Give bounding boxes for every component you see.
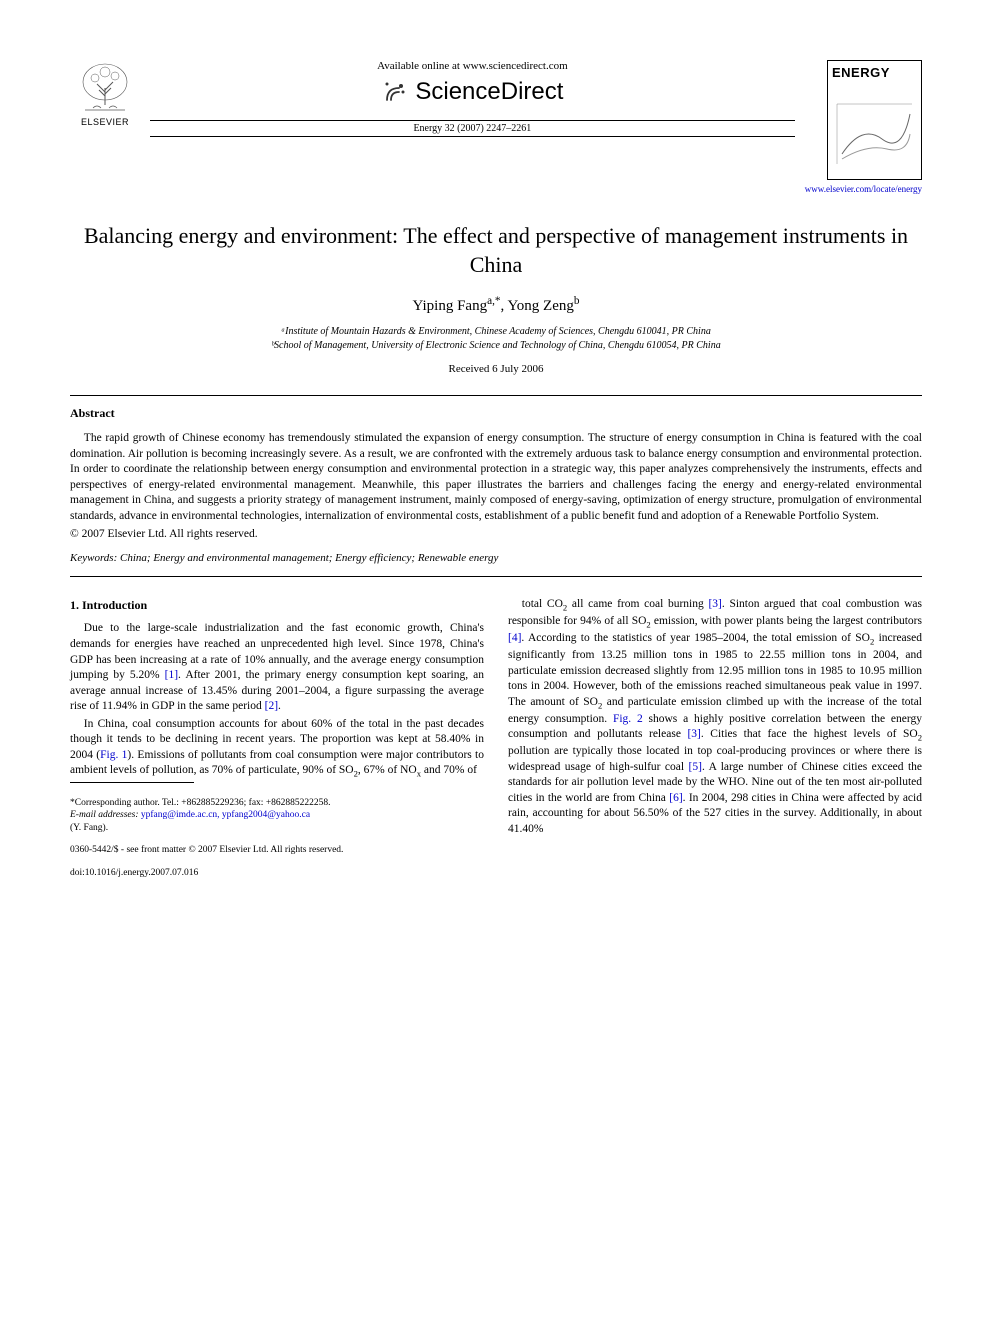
sciencedirect-icon — [381, 78, 409, 106]
fig-link-1[interactable]: Fig. 1 — [100, 749, 127, 761]
abstract-copyright: © 2007 Elsevier Ltd. All rights reserved… — [70, 528, 922, 540]
affiliations: ᵃInstitute of Mountain Hazards & Environ… — [70, 325, 922, 353]
affiliation-a: ᵃInstitute of Mountain Hazards & Environ… — [70, 325, 922, 339]
keywords-label: Keywords: — [70, 552, 117, 564]
journal-url-link[interactable]: www.elsevier.com/locate/energy — [805, 184, 922, 194]
fig-link-2[interactable]: Fig. 2 — [613, 713, 643, 725]
sciencedirect-text: ScienceDirect — [415, 78, 563, 106]
email-link[interactable]: ypfang@imde.ac.cn, ypfang2004@yahoo.ca — [141, 810, 310, 820]
abstract-bottom-rule — [70, 576, 922, 577]
ref-link-4[interactable]: [4] — [508, 632, 521, 644]
sciencedirect-logo: ScienceDirect — [150, 78, 795, 106]
abstract-text: The rapid growth of Chinese economy has … — [70, 431, 922, 524]
center-header: Available online at www.sciencedirect.co… — [140, 60, 805, 139]
authors: Yiping Fanga,*, Yong Zengb — [70, 295, 922, 315]
journal-cover: ENERGY — [827, 60, 922, 180]
front-matter: 0360-5442/$ - see front matter © 2007 El… — [70, 844, 484, 857]
elsevier-label: ELSEVIER — [81, 117, 129, 127]
abstract-heading: Abstract — [70, 406, 922, 421]
corresponding-emails: E-mail addresses: ypfang@imde.ac.cn, ypf… — [70, 809, 484, 821]
corresponding-author-footer: *Corresponding author. Tel.: +8628852292… — [70, 782, 484, 880]
ref-link-6[interactable]: [6] — [669, 792, 682, 804]
ref-link-1[interactable]: [1] — [165, 669, 178, 681]
doi: doi:10.1016/j.energy.2007.07.016 — [70, 867, 484, 880]
received-date: Received 6 July 2006 — [70, 363, 922, 375]
affiliation-b: ᵇSchool of Management, University of Ele… — [70, 339, 922, 353]
header-rule-top — [150, 120, 795, 121]
ref-link-3[interactable]: [3] — [708, 598, 721, 610]
email-author-name: (Y. Fang). — [70, 822, 484, 834]
keywords: Keywords: China; Energy and environmenta… — [70, 552, 922, 564]
journal-reference: Energy 32 (2007) 2247–2261 — [150, 123, 795, 134]
corresponding-author: *Corresponding author. Tel.: +8628852292… — [70, 797, 484, 809]
header-rule-bottom — [150, 136, 795, 137]
section-1-heading: 1. Introduction — [70, 597, 484, 613]
abstract-top-rule — [70, 395, 922, 396]
body-para-1: Due to the large-scale industrialization… — [70, 621, 484, 714]
page-header: ELSEVIER Available online at www.science… — [70, 60, 922, 194]
footer-rule — [70, 782, 194, 783]
journal-cover-block: ENERGY www.elsevier.com/locate/energy — [805, 60, 922, 194]
email-label: E-mail addresses: — [70, 810, 139, 820]
ref-link-5[interactable]: [5] — [689, 761, 702, 773]
body-columns: 1. Introduction Due to the large-scale i… — [70, 597, 922, 879]
available-online-text: Available online at www.sciencedirect.co… — [150, 60, 795, 72]
ref-link-2[interactable]: [2] — [265, 700, 278, 712]
ref-link-3b[interactable]: [3] — [687, 728, 700, 740]
keywords-text: China; Energy and environmental manageme… — [120, 552, 498, 564]
elsevier-logo: ELSEVIER — [70, 60, 140, 140]
elsevier-tree-icon — [75, 60, 135, 115]
body-para-2: In China, coal consumption accounts for … — [70, 717, 484, 780]
journal-cover-title: ENERGY — [832, 65, 917, 80]
article-title: Balancing energy and environment: The ef… — [70, 222, 922, 279]
journal-cover-graphic-icon — [832, 84, 917, 174]
body-para-3: total CO2 all came from coal burning [3]… — [508, 597, 922, 837]
